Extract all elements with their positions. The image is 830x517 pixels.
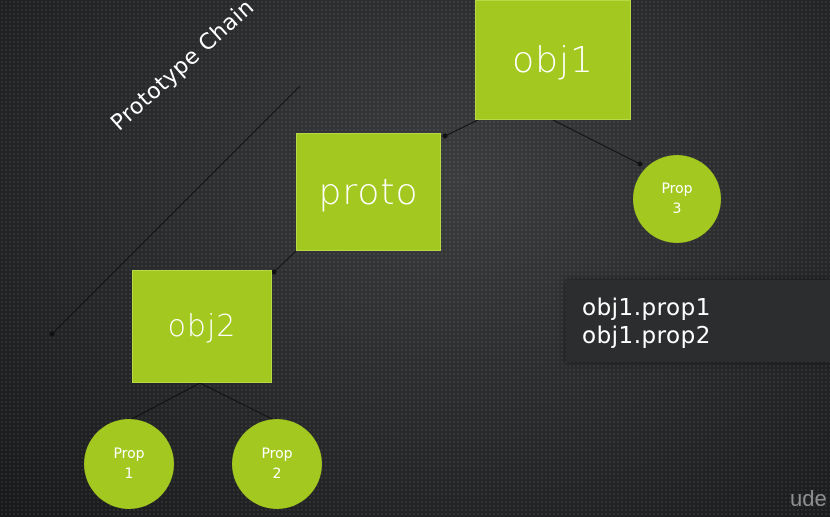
prop1-label: Prop [113, 446, 145, 462]
edge-obj2-prop1 [127, 382, 201, 422]
node-proto-label: proto [318, 171, 419, 213]
prop2-label: Prop [261, 446, 293, 462]
edge-obj1-proto [444, 119, 479, 137]
prop1-number: 1 [124, 466, 134, 482]
udemy-logo: ude [790, 486, 827, 511]
edge-obj2-prop2 [199, 382, 277, 422]
node-proto: proto [296, 133, 441, 251]
node-obj1: obj1 [475, 0, 631, 120]
prop3-label: Prop [661, 181, 693, 197]
prop3-circle: Prop 3 [633, 155, 721, 243]
edge-obj1-prop3 [552, 119, 641, 165]
code-snippet-box: obj1.prop1 obj1.prop2 [566, 280, 830, 362]
code-line-2: obj1.prop2 [582, 323, 711, 349]
prop3-number: 3 [672, 201, 682, 217]
prop2-number: 2 [272, 466, 282, 482]
edge-proto-obj2 [273, 250, 297, 273]
prop2-circle: Prop 2 [232, 419, 322, 509]
prop1-circle: Prop 1 [84, 419, 174, 509]
prototype-chain-line [51, 85, 301, 335]
node-obj2: obj2 [132, 270, 272, 383]
node-obj2-label: obj2 [167, 309, 237, 344]
node-obj1-label: obj1 [512, 39, 594, 81]
code-line-1: obj1.prop1 [582, 295, 711, 321]
